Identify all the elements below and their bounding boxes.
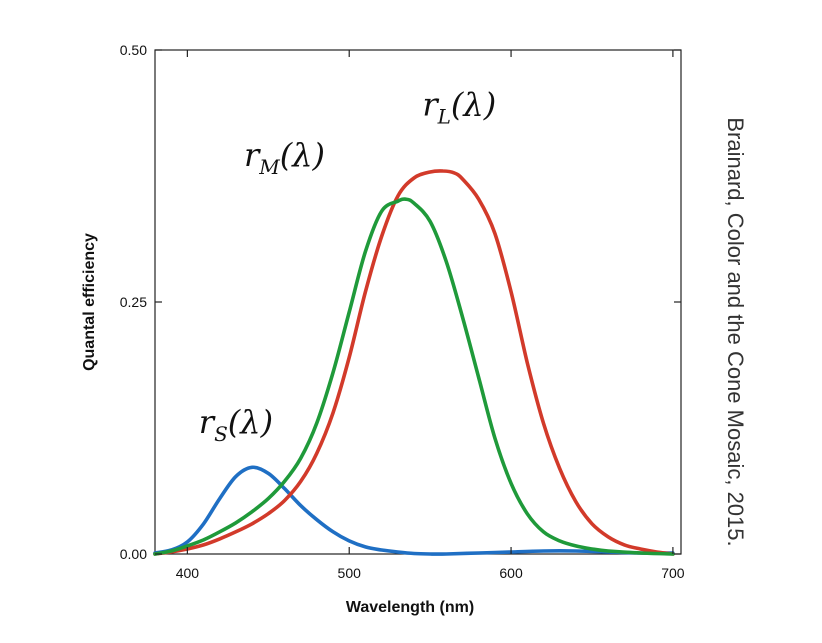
x-tick-label: 400 xyxy=(176,565,200,581)
x-tick-label: 700 xyxy=(661,565,685,581)
y-tick-label: 0.25 xyxy=(120,294,147,310)
curve-label-L: rL(λ) xyxy=(422,86,496,129)
curve-labels-layer: rL(λ) rM(λ) rS(λ) xyxy=(199,86,496,447)
series-line-r_S(λ) xyxy=(153,465,675,556)
x-tick-label: 500 xyxy=(338,565,362,581)
curve-label-M: rM(λ) xyxy=(244,136,325,179)
y-tick-label: 0.50 xyxy=(120,42,147,58)
x-axis-title: Wavelength (nm) xyxy=(346,599,474,616)
curve-label-S: rS(λ) xyxy=(199,403,273,446)
y-axis-title: Quantal efficiency xyxy=(81,233,98,371)
ticks-layer: 400 500 600 700 0.00 0.25 0.50 xyxy=(120,42,685,581)
source-credit: Brainard, Color and the Cone Mosaic, 201… xyxy=(723,117,748,546)
series-line-r_M(λ) xyxy=(153,197,675,556)
x-tick-label: 600 xyxy=(499,565,523,581)
y-tick-label: 0.00 xyxy=(120,546,147,562)
curves-layer xyxy=(153,169,675,556)
series-line-r_L(λ) xyxy=(153,169,675,556)
